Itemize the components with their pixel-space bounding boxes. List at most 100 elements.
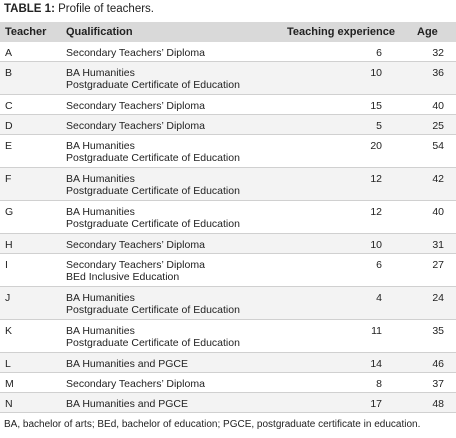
- age-cell: 27: [432, 259, 444, 271]
- teacher-cell: F: [5, 173, 12, 185]
- qualification-line: BA Humanities and PGCE: [66, 398, 188, 410]
- qualification-line: Secondary Teachers’ Diploma: [66, 100, 205, 112]
- qualification-cell: Secondary Teachers’ Diploma: [66, 378, 205, 390]
- qualification-line: Postgraduate Certificate of Education: [66, 185, 240, 197]
- age-cell: 37: [432, 378, 444, 390]
- table-row: B BA Humanities Postgraduate Certificate o…: [0, 62, 456, 95]
- qualification-line: BA Humanities: [66, 140, 135, 152]
- table-title: TABLE 1: Profile of teachers.: [4, 3, 154, 15]
- qualification-cell: Secondary Teachers’ Diploma: [66, 120, 205, 132]
- teacher-cell: G: [5, 206, 14, 218]
- teacher-cell: N: [5, 398, 13, 410]
- teacher-cell: C: [5, 100, 13, 112]
- qualification-cell: Secondary Teachers’ Diploma: [66, 100, 205, 112]
- qualification-cell: BA Humanities Postgraduate Certificate of…: [66, 67, 240, 91]
- teacher-cell: K: [5, 325, 13, 337]
- table-row: H Secondary Teachers’ Diploma 10 31: [0, 234, 456, 254]
- qualification-line: BA Humanities and PGCE: [66, 358, 188, 370]
- experience-cell: 8: [376, 378, 382, 390]
- table-row: N BA Humanities and PGCE 17 48: [0, 393, 456, 413]
- experience-cell: 15: [370, 100, 382, 112]
- column-header: Teaching experience: [287, 26, 396, 38]
- experience-cell: 20: [370, 140, 382, 152]
- qualification-line: Secondary Teachers’ Diploma: [66, 378, 205, 390]
- qualification-cell: BA Humanities Postgraduate Certificate of…: [66, 140, 240, 164]
- teacher-cell: E: [5, 140, 13, 152]
- column-header: Age: [417, 26, 438, 38]
- experience-cell: 6: [376, 259, 382, 271]
- teacher-cell: J: [5, 292, 11, 304]
- experience-cell: 6: [376, 47, 382, 59]
- teacher-cell: B: [5, 67, 13, 79]
- qualification-line: BA Humanities: [66, 67, 135, 79]
- experience-cell: 10: [370, 239, 382, 251]
- table-row: J BA Humanities Postgraduate Certificate o…: [0, 287, 456, 320]
- qualification-line: Secondary Teachers’ Diploma: [66, 259, 205, 271]
- experience-cell: 5: [376, 120, 382, 132]
- table-row: G BA Humanities Postgraduate Certificate o…: [0, 201, 456, 234]
- table-row: C Secondary Teachers’ Diploma 15 40: [0, 95, 456, 115]
- teacher-cell: M: [5, 378, 14, 390]
- table-row: K BA Humanities Postgraduate Certificate o…: [0, 320, 456, 353]
- experience-cell: 10: [370, 67, 382, 79]
- age-cell: 40: [432, 100, 444, 112]
- experience-cell: 12: [370, 206, 382, 218]
- qualification-cell: BA Humanities Postgraduate Certificate of…: [66, 325, 240, 349]
- qualification-line: Postgraduate Certificate of Education: [66, 218, 240, 230]
- age-cell: 40: [432, 206, 444, 218]
- teacher-cell: I: [5, 259, 8, 271]
- qualification-line: BA Humanities: [66, 292, 135, 304]
- table-caption: Profile of teachers.: [58, 3, 154, 15]
- teacher-cell: L: [5, 358, 11, 370]
- table-row: A Secondary Teachers’ Diploma 6 32: [0, 42, 456, 62]
- age-cell: 32: [432, 47, 444, 59]
- qualification-line: BA Humanities: [66, 206, 135, 218]
- age-cell: 25: [432, 120, 444, 132]
- table-row: F BA Humanities Postgraduate Certificate o…: [0, 168, 456, 201]
- qualification-line: Secondary Teachers’ Diploma: [66, 239, 205, 251]
- qualification-cell: Secondary Teachers’ Diploma BEd Inclusive…: [66, 259, 205, 283]
- age-cell: 35: [432, 325, 444, 337]
- qualification-cell: BA Humanities and PGCE: [66, 358, 188, 370]
- qualification-line: Postgraduate Certificate of Education: [66, 79, 240, 91]
- age-cell: 36: [432, 67, 444, 79]
- table-row: D Secondary Teachers’ Diploma 5 25: [0, 115, 456, 135]
- qualification-cell: BA Humanities Postgraduate Certificate of…: [66, 292, 240, 316]
- teacher-cell: H: [5, 239, 13, 251]
- table-label: TABLE 1:: [4, 3, 55, 15]
- experience-cell: 14: [370, 358, 382, 370]
- age-cell: 54: [432, 140, 444, 152]
- qualification-line: BA Humanities: [66, 173, 135, 185]
- teacher-cell: D: [5, 120, 13, 132]
- age-cell: 31: [432, 239, 444, 251]
- footnote: BA, bachelor of arts; BEd, bachelor of e…: [4, 419, 421, 430]
- experience-cell: 11: [371, 325, 382, 337]
- table-row: L BA Humanities and PGCE 14 46: [0, 353, 456, 373]
- qualification-line: Postgraduate Certificate of Education: [66, 152, 240, 164]
- header-row: [0, 22, 456, 42]
- experience-cell: 17: [370, 398, 382, 410]
- age-cell: 42: [432, 173, 444, 185]
- qualification-cell: Secondary Teachers’ Diploma: [66, 47, 205, 59]
- column-header: Qualification: [66, 26, 133, 38]
- teacher-cell: A: [5, 47, 13, 59]
- experience-cell: 12: [370, 173, 382, 185]
- age-cell: 24: [432, 292, 444, 304]
- table-row: I Secondary Teachers’ Diploma BEd Inclusiv…: [0, 254, 456, 287]
- qualification-cell: BA Humanities Postgraduate Certificate of…: [66, 173, 240, 197]
- qualification-line: BA Humanities: [66, 325, 135, 337]
- age-cell: 48: [432, 398, 444, 410]
- qualification-line: Postgraduate Certificate of Education: [66, 304, 240, 316]
- qualification-line: Postgraduate Certificate of Education: [66, 337, 240, 349]
- qualification-line: BEd Inclusive Education: [66, 271, 180, 283]
- column-header: Teacher: [5, 26, 47, 38]
- table-row: M Secondary Teachers’ Diploma 8 37: [0, 373, 456, 393]
- qualification-line: Secondary Teachers’ Diploma: [66, 120, 205, 132]
- qualification-cell: BA Humanities Postgraduate Certificate of…: [66, 206, 240, 230]
- qualification-cell: BA Humanities and PGCE: [66, 398, 188, 410]
- qualification-cell: Secondary Teachers’ Diploma: [66, 239, 205, 251]
- age-cell: 46: [432, 358, 444, 370]
- qualification-line: Secondary Teachers’ Diploma: [66, 47, 205, 59]
- experience-cell: 4: [376, 292, 382, 304]
